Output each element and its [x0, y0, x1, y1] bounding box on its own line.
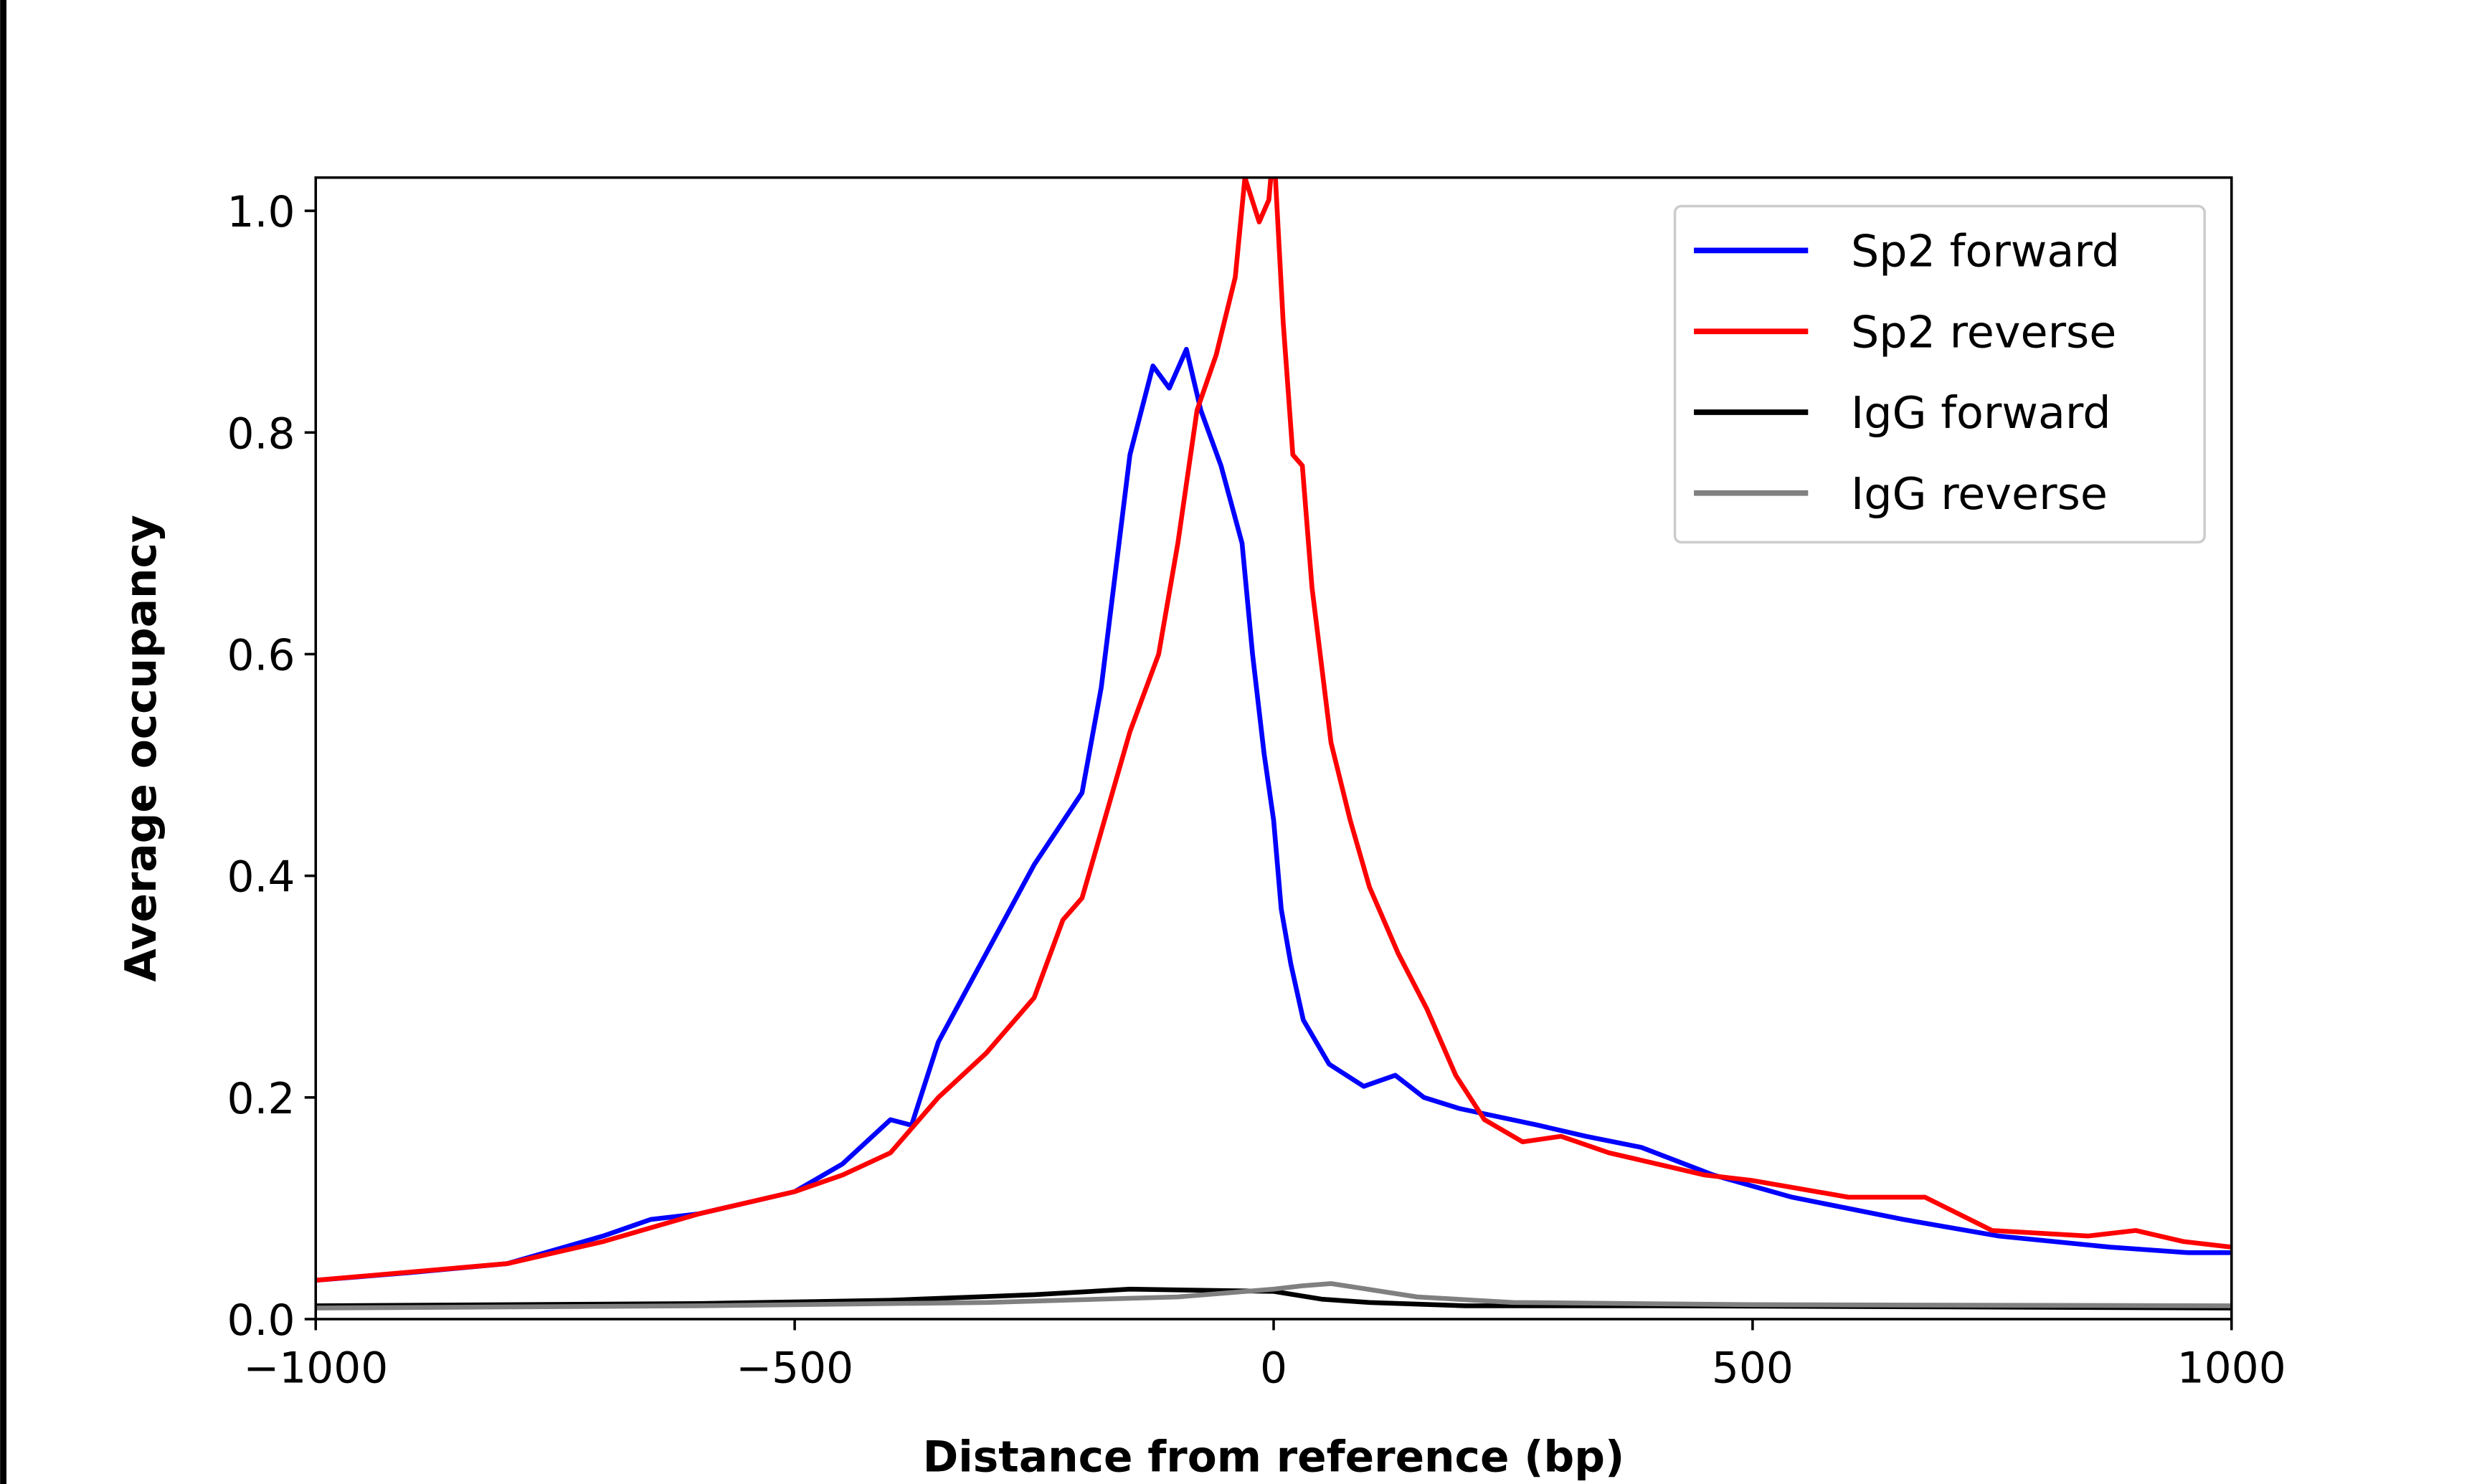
y-tick-label: 0.0 [227, 1296, 295, 1346]
series-line-sp2-reverse [316, 177, 2232, 1283]
x-tick-label: −1000 [243, 1343, 388, 1393]
y-tick-label: 0.8 [227, 409, 295, 459]
y-tick-label: 0.4 [227, 853, 295, 903]
legend-box [1673, 204, 2206, 544]
x-axis-label: Distance from reference (bp) [923, 1432, 1625, 1482]
legend-label: Sp2 forward [1851, 226, 2120, 277]
legend-label: IgG forward [1851, 387, 2111, 439]
legend: Sp2 forward Sp2 reverse IgG forward IgG rev… [1673, 204, 2206, 544]
y-tick-label: 0.6 [227, 632, 295, 681]
x-axis: −1000 −500 0 500 1000 [243, 1319, 2286, 1393]
plot-area [316, 177, 2232, 1311]
left-border [0, 0, 7, 1484]
y-axis-label: Average occupancy [117, 515, 166, 981]
legend-label: IgG reverse [1851, 468, 2108, 520]
y-tick-label: 0.2 [227, 1075, 295, 1124]
y-axis: 0.0 0.2 0.4 0.6 0.8 1.0 [227, 188, 316, 1346]
y-tick-label: 1.0 [227, 188, 295, 237]
x-tick-label: −500 [736, 1343, 853, 1393]
series-line-igg-reverse [316, 1281, 2232, 1311]
x-tick-label: 1000 [2177, 1343, 2286, 1393]
x-tick-label: 0 [1260, 1343, 1287, 1393]
x-tick-label: 500 [1712, 1343, 1794, 1393]
legend-label: Sp2 reverse [1851, 306, 2116, 358]
